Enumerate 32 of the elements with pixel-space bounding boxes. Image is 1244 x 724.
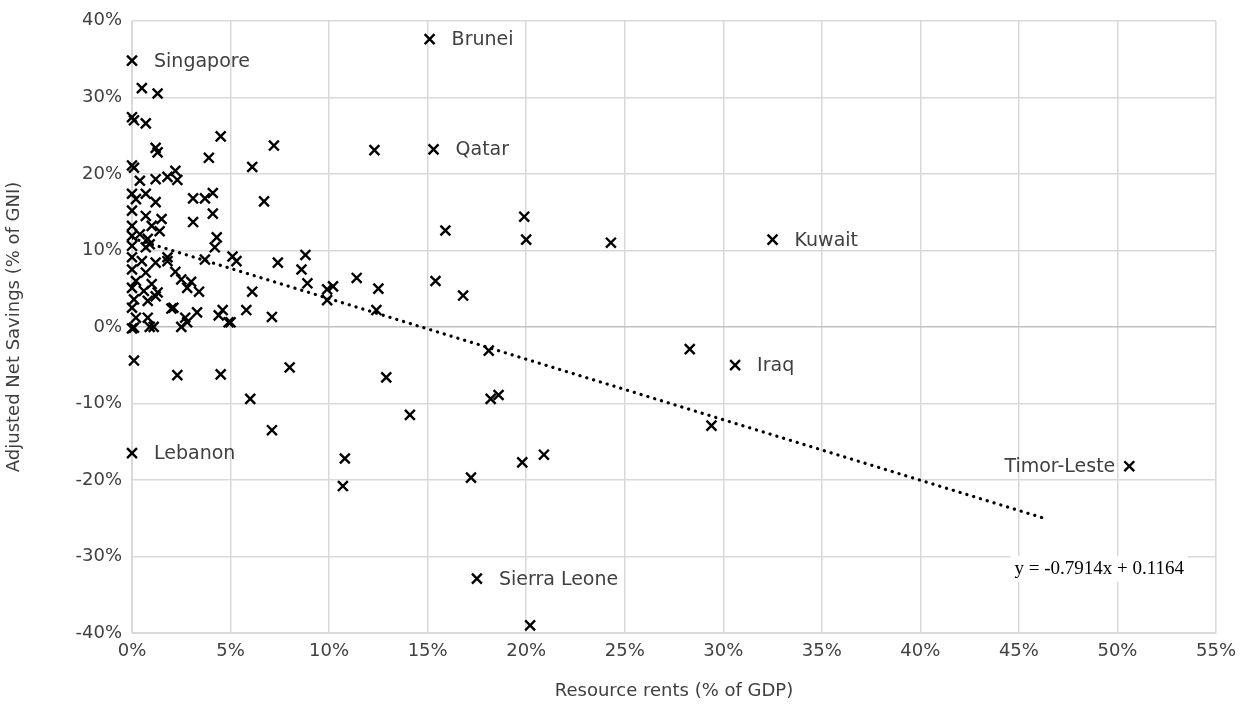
annotation: Iraq (757, 353, 795, 376)
annotation: Timor-Leste (1003, 454, 1116, 477)
x-tick-label: 35% (801, 639, 842, 661)
x-axis-title: Resource rents (% of GDP) (554, 678, 794, 700)
y-tick-label: -20% (75, 467, 122, 489)
y-tick-label: -30% (75, 544, 122, 566)
annotation: Singapore (154, 48, 250, 71)
x-tick-label: 30% (703, 639, 744, 661)
x-tick-label: 15% (407, 639, 448, 661)
y-tick-label: 0% (93, 314, 122, 336)
x-tick-label: 5% (216, 639, 245, 661)
annotation: Kuwait (794, 227, 859, 250)
y-tick-label: 40% (81, 8, 122, 30)
y-tick-label: 20% (81, 161, 122, 183)
x-tick-label: 40% (900, 639, 941, 661)
annotation: Lebanon (154, 441, 236, 464)
x-tick-label: 55% (1195, 639, 1236, 661)
x-tick-label: 50% (1097, 639, 1138, 661)
y-axis-title: Adjusted Net Savings (% of GNI) (2, 181, 24, 473)
y-tick-label: -10% (75, 391, 122, 413)
x-tick-label: 45% (998, 639, 1039, 661)
annotation: y = -0.7914x + 0.1164 (1014, 556, 1185, 578)
annotation: Sierra Leone (498, 566, 619, 589)
y-tick-label: 30% (81, 85, 122, 106)
annotation: Qatar (455, 137, 510, 160)
x-tick-label: 20% (506, 639, 547, 661)
x-tick-label: 10% (309, 639, 350, 661)
x-tick-label: 0% (117, 639, 147, 661)
y-tick-label: 10% (81, 238, 122, 260)
y-tick-label: -40% (75, 620, 122, 642)
annotation: Brunei (451, 27, 514, 50)
x-tick-label: 25% (604, 639, 645, 661)
